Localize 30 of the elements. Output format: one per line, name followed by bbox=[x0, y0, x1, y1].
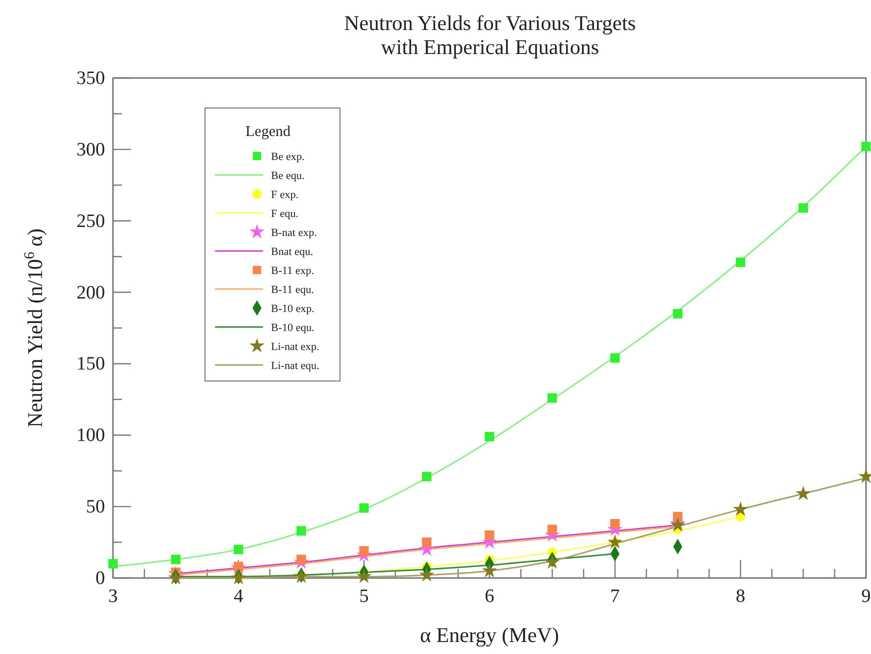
x-tick-label: 4 bbox=[234, 586, 244, 607]
legend-label: Li-nat exp. bbox=[271, 341, 320, 353]
legend-label: Li-nat equ. bbox=[271, 360, 320, 372]
y-tick-label: 300 bbox=[76, 139, 105, 160]
chart-title: Neutron Yields for Various Targets with Emperical Equations bbox=[344, 11, 636, 59]
legend-label: B-nat exp. bbox=[271, 227, 318, 239]
y-tick-label: 200 bbox=[76, 282, 105, 304]
legend-label: F exp. bbox=[271, 189, 299, 201]
x-axis-title: α Energy (MeV) bbox=[420, 623, 559, 647]
legend-label: B-11 equ. bbox=[271, 284, 314, 296]
legend-label: B-10 equ. bbox=[271, 322, 315, 334]
legend-label: F equ. bbox=[271, 208, 299, 220]
y-tick-label: 50 bbox=[86, 496, 105, 518]
x-tick-label: 7 bbox=[610, 586, 620, 607]
y-tick-label: 0 bbox=[96, 568, 105, 589]
legend-label: Be equ. bbox=[271, 170, 305, 182]
legend-label: Bnat equ. bbox=[271, 246, 314, 258]
y-tick-label: 250 bbox=[76, 210, 105, 232]
x-tick-label: 8 bbox=[736, 586, 746, 607]
x-tick-label: 6 bbox=[484, 586, 494, 607]
legend-label: B-11 exp. bbox=[271, 265, 314, 277]
y-tick-label: 350 bbox=[76, 68, 105, 89]
legend-label: B-10 exp. bbox=[271, 303, 315, 315]
x-tick-label: 5 bbox=[359, 586, 369, 607]
x-tick-label: 3 bbox=[108, 586, 118, 607]
legend-label: Be exp. bbox=[271, 151, 305, 163]
y-tick-label: 150 bbox=[76, 354, 105, 375]
y-tick-label: 100 bbox=[76, 425, 105, 446]
legend-title: Legend bbox=[246, 124, 291, 140]
x-tick-label: 9 bbox=[861, 586, 871, 607]
